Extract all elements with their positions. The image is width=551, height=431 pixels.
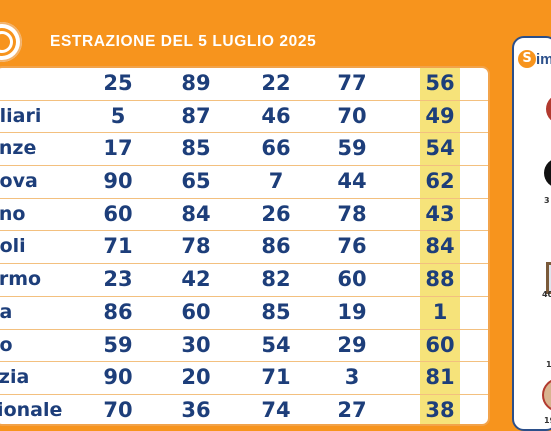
header-bar: ESTRAZIONE DEL 5 LUGLIO 2025 (0, 0, 551, 66)
drawn-number-3: 54 (261, 332, 291, 357)
table-row: ano 60 84 26 78 43 (0, 199, 488, 232)
side-label-1: 3 (544, 196, 550, 205)
drawn-number-5: 60 (425, 332, 455, 357)
city-name: enze (0, 137, 37, 160)
drawn-number-3: 82 (261, 267, 291, 292)
symbol-image-4-icon (542, 378, 551, 412)
drawn-number-1: 25 (103, 71, 133, 95)
drawn-number-3: 66 (261, 136, 291, 161)
table-row: nova 90 65 7 44 62 (0, 166, 488, 199)
table-row: enze 17 85 66 59 54 (0, 133, 488, 167)
drawn-number-2: 36 (181, 397, 211, 422)
drawn-number-5: 56 (425, 71, 455, 95)
drawn-number-2: 78 (181, 234, 211, 259)
drawn-number-2: 85 (181, 136, 211, 161)
drawn-number-4: 59 (337, 136, 367, 161)
drawn-number-1: 86 (103, 299, 133, 324)
drawn-number-5: 43 (425, 201, 455, 226)
drawn-number-3: 7 (268, 169, 284, 194)
drawn-number-4: 70 (337, 103, 367, 128)
table-row: poli 71 78 86 76 84 (0, 231, 488, 265)
drawn-number-1: 70 (103, 397, 133, 422)
drawn-number-2: 20 (181, 365, 211, 390)
drawn-number-3: 46 (261, 103, 291, 128)
table-row: ezia 90 20 71 3 81 (0, 362, 488, 395)
table-row: gliari 5 87 46 70 49 (0, 101, 488, 134)
simbolotto-logo-icon: S (518, 50, 536, 68)
table-row: no 59 30 54 29 60 (0, 330, 488, 363)
city-name: ezia (0, 366, 30, 389)
drawn-number-5: 38 (425, 397, 455, 422)
drawn-number-4: 3 (344, 365, 360, 390)
city-name: gliari (0, 104, 42, 127)
table-row: i2589227756 (0, 68, 488, 101)
city-name: na (0, 300, 13, 323)
drawn-number-5: 1 (432, 299, 448, 324)
drawn-number-2: 84 (181, 201, 211, 226)
drawn-number-1: 5 (110, 103, 126, 128)
drawn-number-5: 84 (425, 234, 455, 259)
lottery-logo-icon (0, 22, 22, 62)
drawn-number-5: 54 (425, 136, 455, 161)
table-row: ermo 23 42 82 60 88 (0, 264, 488, 297)
drawn-number-4: 60 (337, 267, 367, 292)
drawn-number-4: 44 (337, 169, 367, 194)
drawn-number-3: 85 (261, 299, 291, 324)
symbol-image-2-icon (544, 158, 551, 188)
drawn-number-5: 81 (425, 365, 455, 390)
city-name: nova (0, 170, 38, 193)
drawn-number-3: 86 (261, 234, 291, 259)
symbol-image-1-icon (546, 94, 551, 124)
drawn-number-4: 76 (337, 234, 367, 259)
drawn-number-4: 78 (337, 201, 367, 226)
city-name: ermo (0, 268, 42, 291)
drawn-number-1: 17 (103, 136, 133, 161)
drawn-number-2: 87 (181, 103, 211, 128)
drawn-number-1: 90 (103, 169, 133, 194)
drawn-number-1: 59 (103, 332, 133, 357)
city-name: no (0, 333, 13, 356)
drawn-number-2: 60 (181, 299, 211, 324)
drawn-number-2: 65 (181, 169, 211, 194)
side-panel: S im 3 40- 1 19 (512, 36, 551, 431)
drawn-number-1: 23 (103, 267, 133, 292)
table-row: na 86 60 85 19 1 (0, 297, 488, 330)
side-label-3: 1 (546, 360, 551, 369)
side-label-2: 40- (542, 290, 551, 299)
drawn-number-2: 30 (181, 332, 211, 357)
drawn-number-4: 27 (337, 397, 367, 422)
drawn-number-5: 62 (425, 169, 455, 194)
drawn-number-3: 26 (261, 201, 291, 226)
drawn-number-3: 22 (261, 71, 291, 95)
drawn-number-5: 88 (425, 267, 455, 292)
city-name: ano (0, 202, 26, 225)
drawn-number-2: 89 (181, 71, 211, 95)
results-table: i2589227756gliari587467049enze1785665954… (0, 66, 490, 426)
page-title: ESTRAZIONE DEL 5 LUGLIO 2025 (50, 33, 317, 50)
table-row: zionale 70 36 74 27 38 (0, 395, 488, 424)
side-label-4: 19 (544, 416, 551, 425)
drawn-number-3: 71 (261, 365, 291, 390)
drawn-number-4: 19 (337, 299, 367, 324)
drawn-number-4: 29 (337, 332, 367, 357)
drawn-number-5: 49 (425, 103, 455, 128)
drawn-number-3: 74 (261, 397, 291, 422)
city-name: poli (0, 235, 26, 258)
symbol-image-3-icon (546, 262, 551, 294)
drawn-number-1: 90 (103, 365, 133, 390)
drawn-number-1: 60 (103, 201, 133, 226)
drawn-number-1: 71 (103, 234, 133, 259)
bonus-column (420, 68, 460, 424)
drawn-number-2: 42 (181, 267, 211, 292)
side-logo-text: im (536, 51, 551, 68)
city-name: zionale (0, 398, 63, 421)
drawn-number-4: 77 (337, 71, 367, 95)
